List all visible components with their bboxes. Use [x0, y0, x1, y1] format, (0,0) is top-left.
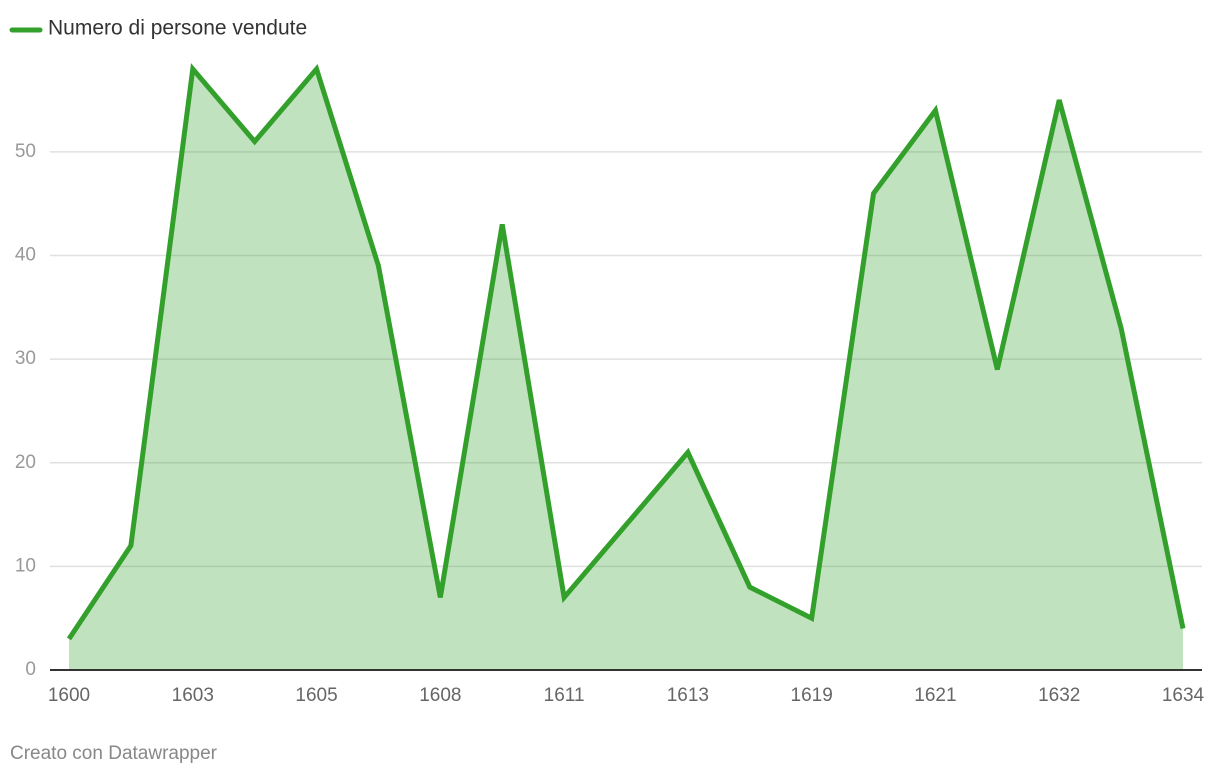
x-tick-label: 1632: [1038, 685, 1080, 706]
x-tick-label: 1600: [48, 685, 90, 706]
line: [66, 63, 1186, 641]
x-tick-label: 1634: [1162, 685, 1205, 706]
x-tick-label: 1613: [667, 685, 709, 706]
footer: Creato con Datawrapper: [10, 743, 218, 764]
legend-label: Numero di persone vendute: [48, 17, 307, 40]
y-tick-label: 40: [15, 245, 36, 266]
y-tick-label: 0: [25, 659, 36, 680]
y-tick-label: 50: [15, 141, 36, 162]
y-tick-label: 10: [15, 555, 36, 576]
x-tick-label: 1619: [791, 685, 833, 706]
area: [69, 69, 1183, 670]
y-tick-label: 20: [15, 452, 36, 473]
y-tick-label: 30: [15, 348, 36, 369]
x-tick-label: 1611: [544, 685, 585, 706]
x-tick-label: 1603: [172, 685, 214, 706]
x-tick-label: 1608: [419, 685, 461, 706]
x-tick-label: 1605: [295, 685, 337, 706]
x-tick-label: 1621: [914, 685, 956, 706]
